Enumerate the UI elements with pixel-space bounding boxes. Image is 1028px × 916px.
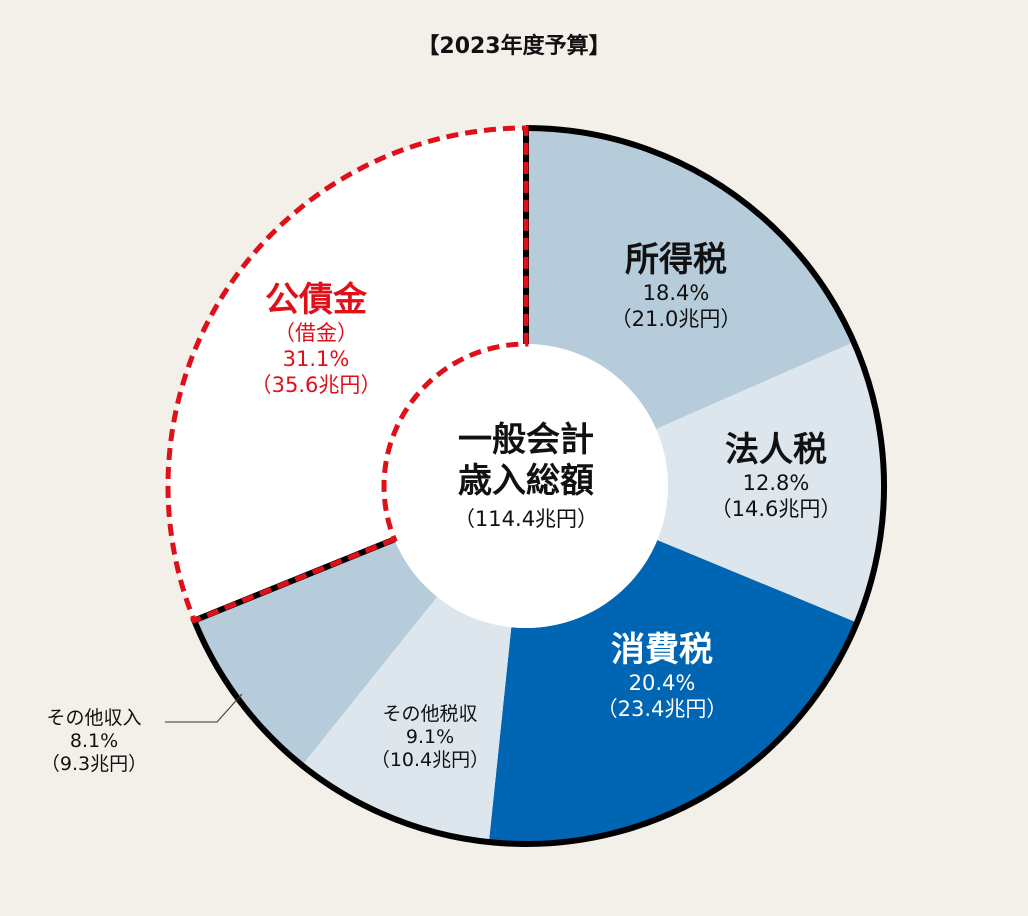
slice-0	[526, 128, 854, 429]
slice-percent: 9.1%	[405, 726, 455, 749]
slice-amount: （10.4兆円）	[370, 749, 490, 772]
center-line2: 歳入総額	[458, 461, 594, 502]
slice-amount: （23.4兆円）	[596, 697, 728, 722]
slice-percent: 8.1%	[69, 730, 119, 753]
slice-1	[656, 342, 884, 623]
slice-name: 法人税	[724, 430, 827, 470]
center-line1: 一般会計	[458, 420, 594, 460]
slice-percent: 12.8%	[742, 471, 810, 496]
slice-name: 公債金	[264, 280, 367, 320]
label-other-income: その他収入 8.1% （9.3兆円）	[41, 707, 147, 777]
slice-amount: （14.6兆円）	[710, 497, 842, 522]
chart-title: 【2023年度予算】	[417, 34, 611, 59]
slice-sub: （借金）	[273, 321, 358, 346]
slice-percent: 18.4%	[642, 281, 710, 306]
label-corporate-tax: 法人税 12.8% （14.6兆円）	[711, 430, 842, 523]
slice-name: その他税収	[382, 703, 478, 725]
label-income-tax: 所得税 18.4% （21.0兆円）	[611, 240, 742, 333]
leader-line-other-income	[165, 693, 243, 723]
label-consumption-tax: 消費税 20.4% （23.4兆円）	[597, 630, 728, 723]
revenue-border	[190, 125, 887, 847]
slice-2	[488, 540, 857, 844]
slice-name: 所得税	[624, 240, 727, 280]
slice-name: 消費税	[610, 630, 713, 670]
slice-amount: （21.0兆円）	[610, 307, 742, 332]
slice-4	[194, 539, 438, 766]
center-hole	[384, 344, 668, 628]
slice-name: その他収入	[46, 707, 142, 729]
slice-3	[301, 596, 512, 843]
slice-amount: （35.6兆円）	[250, 372, 382, 397]
center-total: （114.4兆円）	[453, 506, 599, 531]
label-other-tax: その他税収 9.1% （10.4兆円）	[371, 703, 489, 773]
bonds-dashed-border	[165, 125, 529, 624]
center-label: 一般会計 歳入総額 （114.4兆円）	[454, 420, 598, 533]
slice-amount: （9.3兆円）	[40, 753, 148, 776]
slice-percent: 31.1%	[282, 347, 350, 372]
label-bonds: 公債金 （借金） 31.1% （35.6兆円）	[251, 280, 382, 398]
slice-percent: 20.4%	[628, 671, 696, 696]
